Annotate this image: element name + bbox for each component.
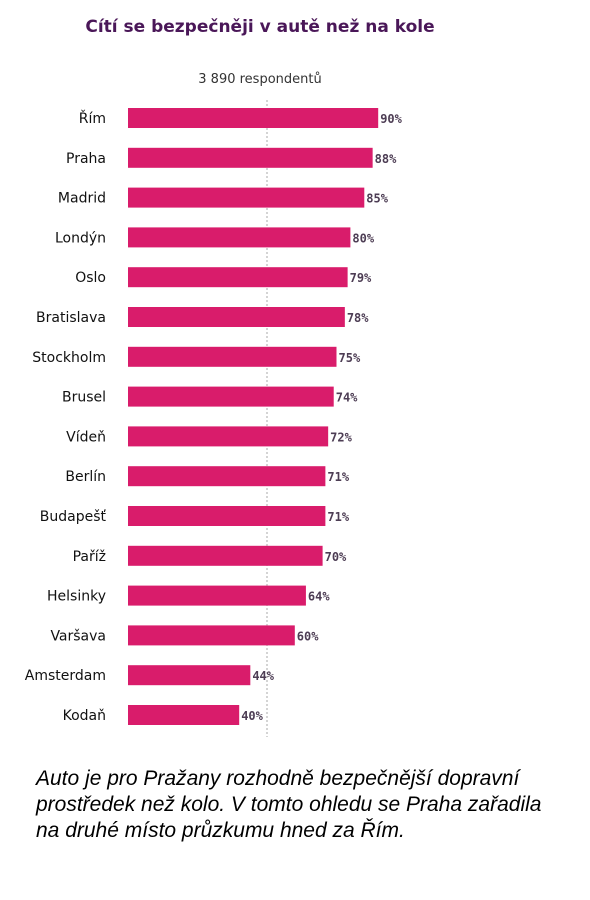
value-label: 72% [330,430,352,444]
bar [128,267,348,288]
category-label: Kodaň [63,708,106,724]
bar [128,108,379,128]
bar [128,506,326,526]
bar [128,346,337,367]
category-label: Brusel [62,390,106,406]
category-label: Stockholm [32,350,106,366]
value-label: 71% [327,470,349,484]
category-label: Berlín [65,469,106,485]
chart-title: Cítí se bezpečněji v autě než na kole [85,17,435,37]
bar [128,625,295,646]
value-label: 79% [350,271,372,285]
bars-layer [128,108,379,725]
value-label: 70% [325,550,347,564]
category-label: Paříž [73,549,106,565]
value-label: 90% [380,112,402,126]
value-label: 44% [252,669,274,683]
category-label: Bratislava [36,310,106,326]
value-label: 85% [366,192,388,206]
category-label: Helsinky [47,589,106,605]
bar [128,147,373,168]
category-label: Vídeň [66,429,106,445]
category-label: Budapešť [40,509,107,525]
value-label: 80% [352,231,374,245]
category-label: Praha [66,151,106,167]
bar [128,705,240,725]
category-label: Londýn [55,230,106,246]
category-labels: Řím Praha Madrid Londýn Oslo Bratislava Stockh… [25,110,107,724]
bar [128,545,323,566]
value-label: 88% [375,152,397,166]
value-label: 78% [347,311,369,325]
bar-chart: Řím Praha Madrid Londýn Oslo Bratislava Stockh… [25,100,403,737]
value-label: 60% [297,629,319,643]
bar [128,386,334,407]
bar [128,665,251,686]
value-label: 71% [327,510,349,524]
value-label: 40% [241,709,263,723]
chart-subtitle: 3 890 respondentů [198,72,322,87]
bar [128,187,365,208]
bar [128,585,306,606]
category-label: Oslo [75,270,106,286]
category-label: Madrid [58,191,106,207]
category-label: Varšava [50,628,106,644]
value-labels: 90% 88% 85% 80% 79% 78% 75% 74% 72% 71% 71% 70% 64% 6… [241,112,402,723]
bar [128,227,351,248]
value-label: 75% [339,351,361,365]
bar [128,307,345,327]
category-label: Amsterdam [25,668,106,684]
bar [128,426,329,447]
value-label: 74% [336,391,358,405]
bar [128,466,326,487]
caption-text: Auto je pro Pražany rozhodně bezpečnější… [36,767,542,842]
value-label: 64% [308,590,330,604]
category-label: Řím [79,110,106,127]
